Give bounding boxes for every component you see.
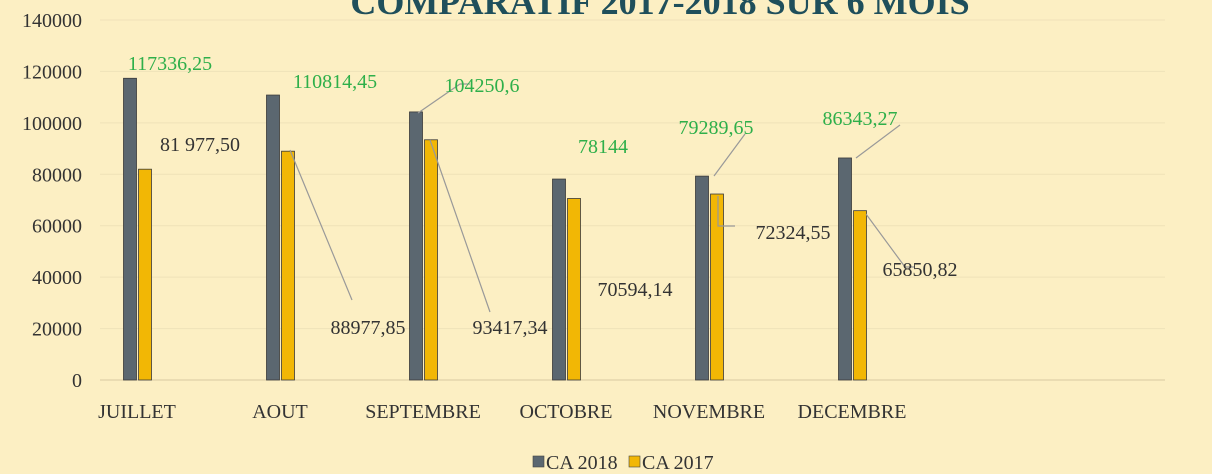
legend-label: CA 2017 bbox=[642, 452, 714, 474]
leader-line bbox=[713, 133, 746, 177]
leader-line bbox=[417, 83, 470, 114]
y-tick-label: 0 bbox=[72, 370, 82, 392]
bar bbox=[567, 198, 581, 381]
x-tick-label: NOVEMBRE bbox=[653, 401, 765, 423]
data-label: 70594,14 bbox=[598, 279, 673, 301]
y-tick-label: 140000 bbox=[22, 10, 82, 32]
bar bbox=[552, 178, 566, 381]
data-label: 110814,45 bbox=[293, 71, 377, 93]
data-label: 88977,85 bbox=[331, 317, 406, 339]
y-tick-label: 20000 bbox=[32, 319, 82, 341]
data-label: 117336,25 bbox=[128, 53, 212, 75]
bar bbox=[695, 175, 709, 381]
y-tick-label: 60000 bbox=[32, 216, 82, 238]
x-tick-label: AOUT bbox=[252, 401, 308, 423]
y-tick-label: 40000 bbox=[32, 267, 82, 289]
leader-line bbox=[865, 213, 915, 268]
bar bbox=[138, 168, 152, 381]
data-label: 65850,82 bbox=[883, 259, 958, 281]
data-label: 72324,55 bbox=[756, 222, 831, 244]
bar bbox=[838, 157, 852, 381]
x-tick-label: SEPTEMBRE bbox=[365, 401, 481, 423]
leader-line bbox=[289, 149, 353, 301]
y-tick-label: 80000 bbox=[32, 164, 82, 186]
bar bbox=[853, 210, 867, 381]
bar bbox=[710, 193, 724, 381]
bar bbox=[409, 111, 423, 381]
data-label: 79289,65 bbox=[679, 117, 754, 139]
leader-line bbox=[429, 139, 491, 313]
leader-line bbox=[855, 124, 901, 159]
x-tick-label: OCTOBRE bbox=[520, 401, 613, 423]
legend-swatch bbox=[532, 455, 545, 468]
y-tick-label: 120000 bbox=[22, 61, 82, 83]
data-label: 78144 bbox=[578, 136, 628, 158]
data-label: 104250,6 bbox=[445, 75, 520, 97]
data-label: 93417,34 bbox=[473, 317, 548, 339]
leader-line bbox=[717, 196, 735, 227]
data-label: 86343,27 bbox=[823, 108, 898, 130]
y-tick-label: 100000 bbox=[22, 113, 82, 135]
bar bbox=[281, 150, 295, 381]
bar bbox=[266, 94, 280, 381]
x-tick-label: JUILLET bbox=[98, 401, 176, 423]
legend-swatch bbox=[628, 455, 641, 468]
bar bbox=[424, 139, 438, 381]
bar bbox=[123, 77, 137, 381]
x-tick-label: DECEMBRE bbox=[798, 401, 907, 423]
chart-title: COMPARATIF 2017-2018 SUR 6 MOIS bbox=[350, 0, 969, 22]
legend-label: CA 2018 bbox=[546, 452, 618, 474]
data-label: 81 977,50 bbox=[160, 134, 240, 156]
